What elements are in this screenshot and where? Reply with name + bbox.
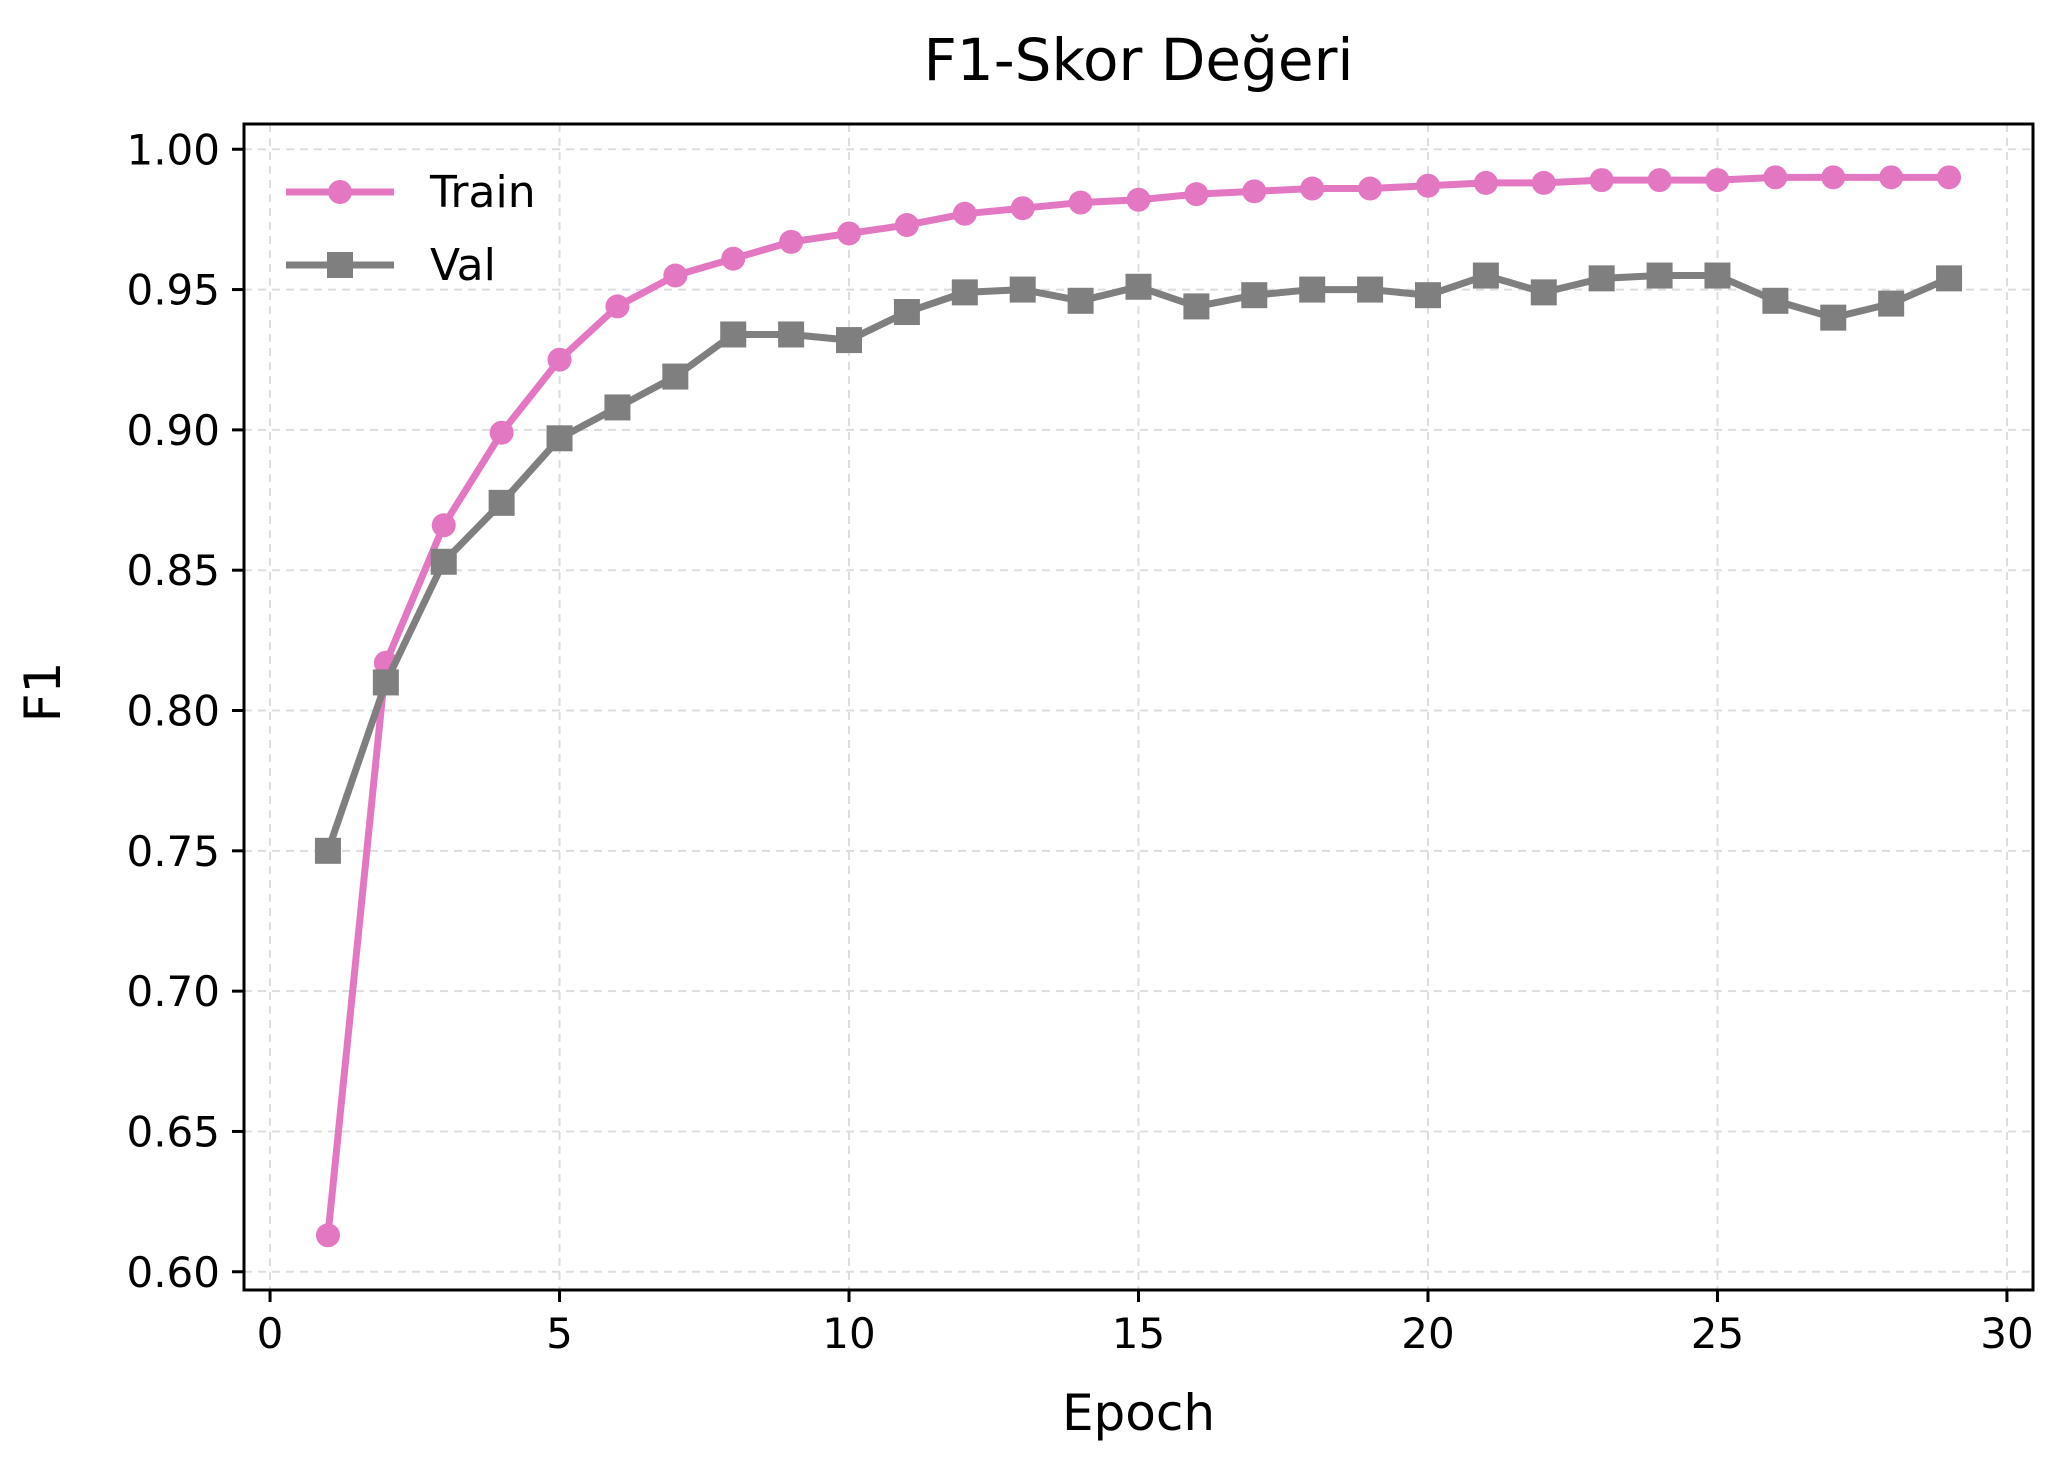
legend-label: Train (429, 167, 536, 218)
data-point (488, 489, 515, 516)
data-point (951, 279, 978, 306)
data-point (893, 299, 920, 326)
data-point (1472, 262, 1499, 289)
data-point (1820, 304, 1847, 331)
y-tick-label: 0.75 (126, 827, 220, 876)
data-point (1068, 190, 1093, 215)
data-point (1125, 273, 1152, 300)
y-tick-label: 0.95 (126, 266, 220, 315)
data-point (546, 425, 573, 452)
data-point (1878, 290, 1905, 317)
data-point (1821, 165, 1846, 190)
data-point (1531, 170, 1556, 195)
data-point (952, 201, 977, 226)
y-tick-label: 0.85 (126, 546, 220, 595)
data-point (604, 394, 631, 421)
data-point (720, 321, 747, 348)
data-point (547, 347, 572, 372)
series-layer (314, 165, 1963, 1248)
data-point (1414, 282, 1441, 309)
y-tick-label: 0.65 (126, 1107, 220, 1156)
data-point (1762, 287, 1789, 314)
data-point (314, 837, 341, 864)
data-point (1010, 196, 1035, 221)
data-point (721, 246, 746, 271)
y-tick-label: 0.90 (126, 406, 220, 455)
data-point (1646, 262, 1673, 289)
data-point (663, 263, 688, 288)
data-point (430, 548, 457, 575)
x-axis-label: Epoch (1062, 1384, 1215, 1442)
data-point (779, 229, 804, 254)
data-point (1704, 262, 1731, 289)
series-val (314, 262, 1963, 864)
x-tick-label: 5 (546, 1309, 573, 1358)
data-point (1299, 276, 1326, 303)
y-axis-label: F1 (14, 662, 72, 723)
data-point (315, 1223, 340, 1248)
data-point (836, 327, 863, 354)
data-point (431, 513, 456, 538)
data-point (1126, 187, 1151, 212)
data-point (1647, 168, 1672, 193)
grid (244, 124, 2033, 1290)
legend-marker (327, 252, 353, 278)
data-point (1473, 170, 1498, 195)
data-point (489, 420, 514, 445)
data-point (1357, 276, 1384, 303)
data-point (778, 321, 805, 348)
legend-item-train: Train (286, 167, 536, 218)
data-point (372, 669, 399, 696)
data-point (1183, 293, 1210, 320)
legend-item-val: Val (286, 240, 496, 291)
data-point (1937, 165, 1962, 190)
data-point (1936, 265, 1963, 292)
data-point (1588, 265, 1615, 292)
data-point (1242, 179, 1267, 204)
x-tick-label: 30 (1980, 1309, 2033, 1358)
data-point (1358, 176, 1383, 201)
legend: Train Val (286, 167, 536, 291)
legend-marker (328, 180, 352, 204)
chart-title: F1-Skor Değeri (923, 26, 1353, 94)
data-point (1067, 287, 1094, 314)
data-point (1009, 276, 1036, 303)
x-tick-label: 10 (822, 1309, 875, 1358)
data-point (1589, 168, 1614, 193)
data-point (1300, 176, 1325, 201)
ticks: 0 5 10 15 20 25 30 0.60 0.65 0.70 0.75 0.80 0.85 0.90… (126, 125, 2033, 1358)
data-point (837, 221, 862, 246)
data-point (662, 363, 689, 390)
y-tick-label: 1.00 (126, 125, 220, 174)
x-tick-label: 20 (1401, 1309, 1454, 1358)
y-tick-label: 0.70 (126, 967, 220, 1016)
data-point (605, 294, 630, 319)
x-tick-label: 25 (1691, 1309, 1744, 1358)
data-point (1184, 182, 1209, 207)
data-point (1879, 165, 1904, 190)
data-point (1530, 279, 1557, 306)
data-point (1763, 165, 1788, 190)
data-point (1241, 282, 1268, 309)
legend-label: Val (430, 240, 496, 291)
x-tick-label: 15 (1112, 1309, 1165, 1358)
y-tick-label: 0.80 (126, 687, 220, 736)
data-point (1415, 173, 1440, 198)
x-tick-label: 0 (257, 1309, 284, 1358)
y-tick-label: 0.60 (126, 1248, 220, 1297)
data-point (894, 213, 919, 238)
data-point (1705, 168, 1730, 193)
